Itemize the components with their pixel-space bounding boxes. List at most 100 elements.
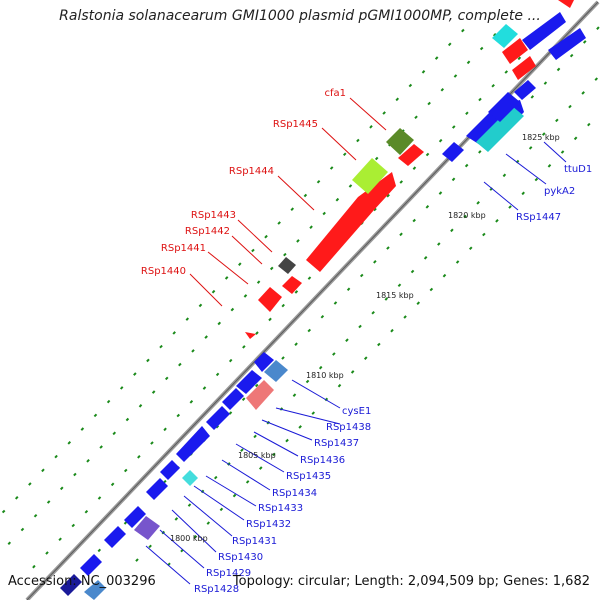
gene-feature-rsp1441[interactable] — [258, 287, 282, 312]
tick-mark — [159, 344, 163, 349]
tick-mark — [93, 413, 98, 418]
gene-feature-top-2[interactable] — [512, 56, 536, 80]
gene-feature-bottom-2[interactable] — [60, 574, 82, 596]
tick-mark — [397, 283, 402, 288]
gene-feature-rsp1440[interactable] — [245, 332, 256, 339]
tick-mark — [346, 287, 351, 291]
gene-feature-rsp1435[interactable] — [222, 388, 244, 410]
tick-mark — [495, 219, 499, 223]
gene-feature-rsp1430[interactable] — [146, 478, 168, 500]
gene-feature-rsp1428-a[interactable] — [134, 516, 160, 540]
tick-mark — [399, 232, 403, 237]
tick-mark — [421, 70, 426, 74]
gene-feature-rsp1429[interactable] — [124, 506, 146, 528]
tick-mark — [594, 77, 599, 81]
tick-mark — [163, 427, 167, 432]
gene-feature-cfa1-b[interactable] — [398, 144, 424, 166]
gene-feature-rsp1434[interactable] — [206, 406, 230, 430]
tick-mark — [332, 352, 336, 356]
tick-mark — [382, 111, 386, 115]
gene-feature-top-blue-b[interactable] — [548, 28, 586, 60]
tick-mark — [556, 67, 561, 72]
tick-mark — [517, 56, 522, 61]
label-rsp1440: RSp1440 — [141, 266, 186, 277]
gene-feature-rsp1447[interactable] — [442, 142, 464, 162]
tick-mark — [281, 303, 285, 308]
tick-mark — [256, 280, 261, 284]
gene-feature-rsp1433[interactable] — [176, 426, 210, 462]
tick-mark — [28, 482, 32, 486]
gene-feature-top-cyan[interactable] — [492, 24, 518, 48]
gene-feature-cfa1[interactable] — [386, 128, 414, 155]
tick-mark — [135, 558, 139, 562]
tick-mark — [228, 411, 233, 415]
gene-feature-rsp1445[interactable] — [352, 158, 388, 194]
tick-mark — [437, 242, 441, 246]
tick-mark — [54, 454, 58, 459]
tick-mark — [384, 297, 389, 301]
gene-feature-blue-1823[interactable] — [514, 80, 536, 100]
tick-mark — [253, 434, 257, 439]
tick-mark — [211, 289, 216, 294]
leader-rsp1431 — [183, 495, 233, 537]
gene-feature-rsp1437[interactable] — [254, 352, 274, 372]
leader-rsp1434 — [221, 459, 271, 491]
gene-feature-blue-1824[interactable] — [488, 92, 520, 122]
tick-mark — [434, 56, 439, 60]
tick-mark — [543, 81, 548, 85]
tick-mark — [296, 239, 300, 243]
tick-mark — [369, 125, 373, 129]
gene-feature-top-blue-a[interactable] — [522, 12, 566, 50]
tick-mark — [242, 345, 246, 349]
tick-mark — [412, 166, 417, 170]
tick-mark — [67, 441, 72, 445]
gene-feature-rsp1443[interactable] — [278, 257, 296, 274]
tick-mark — [491, 83, 495, 88]
tick-mark — [479, 46, 484, 51]
gene-feature-rsp1436[interactable] — [236, 370, 262, 394]
gene-feature-rsp1431[interactable] — [182, 470, 198, 486]
tick-mark — [32, 564, 36, 569]
tick-mark — [492, 33, 497, 37]
tick-mark — [455, 260, 460, 264]
tick-mark — [187, 503, 192, 507]
tick-mark — [217, 321, 222, 326]
gene-feature-rsp1438[interactable] — [246, 380, 274, 410]
gene-feature-cyse1[interactable] — [264, 360, 288, 382]
tick-mark — [438, 138, 443, 143]
tick-mark — [133, 372, 137, 376]
tick-mark — [20, 527, 25, 532]
tick-mark — [465, 111, 469, 115]
gene-feature-rsp1444[interactable] — [306, 172, 396, 272]
tick-mark — [359, 273, 364, 278]
leader-rsp1437 — [261, 419, 313, 441]
gene-feature-bottom-1[interactable] — [80, 554, 102, 576]
tick-mark — [587, 122, 591, 127]
tick-mark — [318, 365, 323, 370]
gene-feature-top-1[interactable] — [502, 38, 528, 64]
tick-mark — [146, 358, 150, 363]
gene-feature-bottom-3[interactable] — [84, 580, 106, 600]
tick-mark — [373, 207, 377, 212]
tick-mark — [320, 314, 325, 319]
kbp-marker-1800: 1800 kbp — [170, 534, 208, 543]
gene-feature-rsp1432[interactable] — [160, 460, 180, 480]
tick-mark — [440, 88, 445, 92]
tick-mark — [530, 95, 535, 99]
tick-mark — [311, 411, 316, 415]
gene-feature-ttud1[interactable] — [476, 106, 524, 152]
tick-mark — [450, 228, 454, 233]
tick-mark — [123, 468, 128, 473]
tick-mark — [541, 132, 546, 136]
tick-mark — [342, 152, 347, 157]
tick-mark — [403, 315, 407, 319]
tick-mark — [224, 276, 229, 280]
gene-feature-rsp1442[interactable] — [282, 276, 302, 294]
label-rsp1430: RSp1430 — [218, 552, 263, 563]
tick-mark — [425, 205, 430, 209]
tick-mark — [298, 425, 302, 429]
gene-feature-top-3[interactable] — [558, 0, 574, 8]
gene-feature-rsp1428[interactable] — [104, 526, 126, 548]
tick-mark — [463, 214, 467, 219]
tick-mark — [412, 218, 416, 223]
